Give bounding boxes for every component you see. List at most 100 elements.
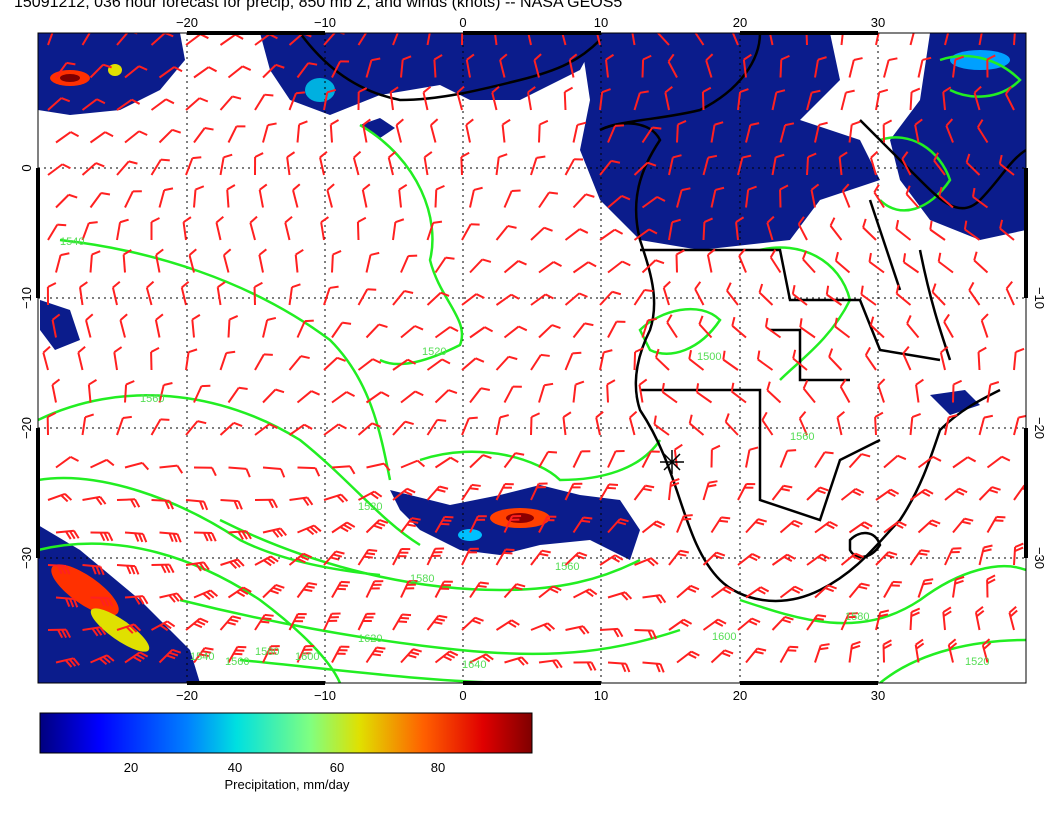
wind-barb	[607, 194, 631, 209]
wind-barb	[356, 216, 367, 241]
wind-barb	[124, 130, 148, 144]
wind-barb	[180, 280, 190, 306]
wind-barb	[288, 552, 313, 566]
wind-barb	[55, 131, 80, 144]
wind-barb	[262, 388, 285, 404]
wind-barb	[564, 351, 582, 371]
wind-barb	[702, 551, 726, 566]
wind-barb	[668, 478, 680, 501]
colorbar-ticks: 20 40 60 80	[124, 760, 445, 775]
wind-barb	[400, 459, 426, 469]
wind-barb	[710, 516, 731, 534]
bottom-lon-tick: −20	[176, 688, 198, 703]
wind-barb	[538, 659, 563, 669]
wind-barb	[456, 85, 465, 111]
wind-barb	[530, 226, 553, 241]
wind-barb	[288, 423, 313, 436]
wind-barb	[942, 86, 952, 111]
wind-barb	[188, 248, 197, 273]
wind-barb	[155, 248, 164, 273]
wind-barb	[806, 553, 830, 566]
wind-barb	[111, 280, 121, 306]
wind-barb	[320, 216, 330, 241]
wind-barb	[227, 315, 239, 338]
wind-barb	[288, 91, 305, 111]
wind-barb	[461, 357, 485, 371]
wind-barb	[258, 183, 268, 208]
wind-barb	[503, 325, 528, 339]
wind-barb	[81, 33, 93, 46]
wind-barb	[392, 290, 414, 306]
wind-barb	[737, 154, 752, 176]
wind-barb	[461, 223, 480, 241]
wind-barb	[745, 185, 757, 208]
wind-barb	[862, 218, 877, 241]
wind-barb	[848, 521, 873, 534]
wind-barb	[116, 98, 141, 111]
contour-labels: 1540 1520 1560 1500 1520 1560 1580 1560 …	[60, 236, 989, 671]
wind-barb	[227, 386, 248, 404]
wind-barb	[642, 661, 665, 673]
wind-barb	[249, 215, 258, 241]
wind-barb	[694, 281, 705, 306]
wind-barb	[607, 449, 625, 468]
wind-barb	[254, 613, 274, 631]
wind-barb	[150, 33, 174, 46]
wind-barb	[980, 313, 989, 338]
wind-barb	[915, 378, 924, 403]
wind-barb	[986, 381, 1000, 403]
wind-barb	[906, 315, 920, 339]
wind-barb	[607, 518, 629, 534]
wind-barb	[917, 455, 942, 469]
wind-barb	[461, 483, 481, 501]
wind-barb	[848, 120, 861, 143]
wind-barb	[769, 249, 782, 274]
wind-barb	[538, 261, 562, 274]
wind-barb	[1008, 605, 1018, 631]
wind-barb	[89, 63, 112, 79]
wind-barb	[469, 186, 483, 208]
wind-barb	[222, 248, 232, 273]
wind-barb	[882, 119, 893, 143]
wind-barb	[296, 62, 318, 79]
wind-barb	[572, 261, 597, 274]
wind-barb	[461, 33, 464, 46]
wind-barb	[47, 492, 73, 503]
wind-barb	[745, 647, 767, 664]
wind-barb	[791, 284, 808, 306]
wind-barb	[159, 531, 182, 543]
wind-barb	[661, 382, 678, 404]
wind-barb	[538, 585, 562, 599]
wind-barb	[159, 592, 184, 603]
contour-label: 1600	[712, 631, 736, 643]
wind-barb	[702, 480, 718, 501]
colorbar	[39, 712, 533, 754]
wind-barb	[254, 555, 279, 567]
wind-barb	[599, 159, 621, 176]
top-lon-labels: −20 −10 0 10 20 30	[176, 15, 885, 30]
wind-barb	[191, 313, 201, 338]
wind-barb	[737, 553, 761, 566]
wind-barb	[296, 582, 318, 599]
wind-barb	[668, 218, 681, 241]
wind-barb	[150, 217, 160, 240]
wind-barb	[981, 638, 992, 663]
wind-barb	[848, 453, 871, 469]
wind-barb	[986, 455, 1011, 469]
wind-barb	[676, 119, 687, 143]
wind-barb	[564, 551, 588, 566]
wind-barb	[87, 379, 97, 403]
wind-barb	[526, 33, 532, 46]
wind-barb	[1004, 86, 1015, 111]
wind-barb	[55, 193, 78, 209]
wind-barb	[895, 284, 912, 306]
wind-barb	[766, 381, 782, 404]
wind-barb	[469, 581, 489, 599]
wind-barb	[119, 313, 128, 338]
wind-barb	[829, 217, 843, 241]
wind-barb	[79, 281, 88, 306]
wind-barb	[392, 613, 412, 631]
wind-barb	[434, 456, 459, 469]
wind-barb	[254, 353, 273, 371]
wind-barb	[254, 93, 274, 111]
